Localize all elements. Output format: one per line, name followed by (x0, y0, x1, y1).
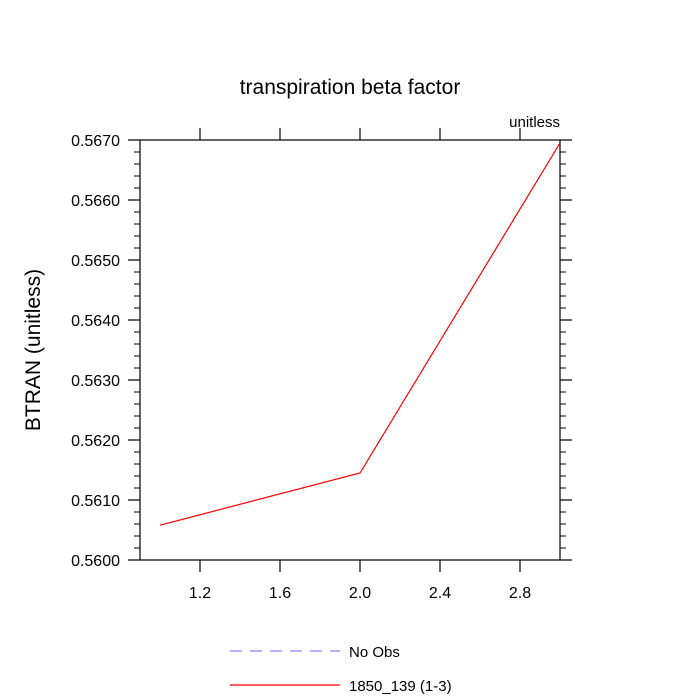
x-tick-label: 2.4 (429, 585, 451, 602)
plot-frame (139, 139, 561, 561)
y-tick-label: 0.5640 (71, 313, 120, 330)
legend-label: No Obs (349, 644, 400, 661)
y-tick-label: 0.5650 (71, 253, 120, 270)
y-tick-label: 0.5610 (71, 493, 120, 510)
x-tick-label: 1.2 (189, 585, 211, 602)
legend: No Obs 1850_139 (1-3) (230, 644, 452, 695)
y-tick-label: 0.5600 (71, 553, 120, 570)
x-tick-label: 2.8 (509, 585, 531, 602)
x-tick-label: 1.6 (269, 585, 291, 602)
chart-title: transpiration beta factor (240, 76, 461, 99)
y-axis-label: BTRAN (unitless) (22, 269, 45, 431)
y-tick-label: 0.5620 (71, 433, 120, 450)
y-tick-label: 0.5660 (71, 193, 120, 210)
units-label: unitless (509, 114, 560, 131)
axis-ticks (128, 128, 572, 572)
axis-tick-labels: 1.2 1.6 2.0 2.4 2.8 0.5600 0.5610 0.5620 0.5630 0… (71, 133, 531, 602)
y-tick-label: 0.5670 (71, 133, 120, 150)
y-tick-label: 0.5630 (71, 373, 120, 390)
x-tick-label: 2.0 (349, 585, 371, 602)
series-line (159, 142, 561, 526)
series-lines (159, 142, 561, 526)
legend-label: 1850_139 (1-3) (349, 678, 452, 695)
